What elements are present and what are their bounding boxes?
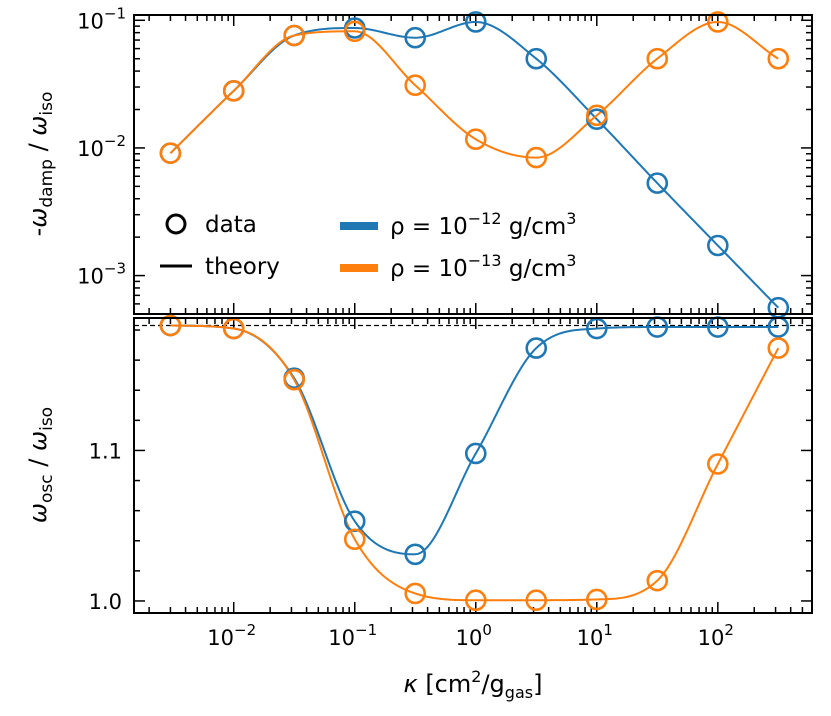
data-point xyxy=(283,24,305,47)
legend-orange-unit: g/cm xyxy=(502,256,567,282)
bottom-ylabel-symbol: ω xyxy=(24,503,52,523)
legend-data-marker xyxy=(165,213,187,235)
legend-orange-label: ρ = 10−13 g/cm3 xyxy=(390,251,576,282)
data-point xyxy=(585,317,608,340)
y-tick-label: 10−1 xyxy=(77,4,126,33)
xlabel-superscript: 2 xyxy=(471,667,481,686)
bottom-axis-ticks xyxy=(134,318,813,613)
data-point xyxy=(222,317,245,340)
top-ylabel-symbol: ω xyxy=(24,208,52,228)
x-tick-label: 10−2 xyxy=(207,621,256,650)
data-point xyxy=(707,11,729,33)
xlabel: κ [cm2/ggas] xyxy=(404,667,543,702)
data-point xyxy=(283,368,305,391)
data-point xyxy=(646,47,669,70)
xlabel-symbol: κ xyxy=(404,670,419,698)
data-point xyxy=(585,104,608,127)
data-point xyxy=(464,11,487,33)
xlabel-close: ] xyxy=(533,670,542,698)
data-point xyxy=(404,543,427,566)
top-series-group xyxy=(159,11,790,319)
data-point xyxy=(404,582,427,605)
top-panel: 10−310−210−1 -ωdamp / ωiso data theory ρ… xyxy=(24,4,813,319)
legend-orange-exponent: −13 xyxy=(468,251,502,270)
y-tick-label: 10−2 xyxy=(77,132,126,161)
data-point xyxy=(525,47,548,70)
y-tick-label: 1.1 xyxy=(89,439,122,463)
series-line-blue xyxy=(170,324,779,556)
x-tick-label: 101 xyxy=(577,621,613,650)
data-point xyxy=(343,20,366,43)
data-point xyxy=(767,337,790,359)
legend-data-label: data xyxy=(205,212,257,238)
x-tick-label: 102 xyxy=(698,621,734,650)
legend-blue-unit-exp: 3 xyxy=(566,209,576,228)
series-line-blue xyxy=(169,20,780,309)
top-ylabel-separator: / xyxy=(24,136,52,159)
bottom-series-group xyxy=(159,314,790,612)
data-point xyxy=(159,142,182,164)
data-point xyxy=(585,588,608,611)
legend-blue-label: ρ = 10−12 g/cm3 xyxy=(390,209,576,240)
x-tick-label: 10−1 xyxy=(328,621,377,650)
data-point xyxy=(525,589,548,612)
top-ytick-labels: 10−3 10−2 10−1 xyxy=(77,4,126,288)
data-point xyxy=(646,569,669,592)
data-point xyxy=(707,453,729,475)
bottom-axes-frame xyxy=(133,317,813,614)
legend-blue-exponent: −12 xyxy=(468,209,502,228)
top-axes-frame xyxy=(133,14,813,315)
legend-orange-base: ρ = 10 xyxy=(390,256,468,282)
x-tick-label: 100 xyxy=(456,621,492,650)
data-point xyxy=(646,172,669,194)
y-tick-label: 10−3 xyxy=(77,260,126,289)
top-ylabel: -ωdamp / ωiso xyxy=(24,92,57,237)
data-point xyxy=(767,47,790,70)
data-point xyxy=(464,128,487,151)
y-tick-label: 1.0 xyxy=(89,590,122,614)
data-point xyxy=(343,528,366,551)
series-line-orange xyxy=(170,324,780,602)
data-point xyxy=(464,442,487,465)
top-ylabel-subscript2: iso xyxy=(37,92,57,116)
data-point xyxy=(404,26,427,49)
xtick-labels: 10−2 10−1 100 101 102 xyxy=(207,621,734,650)
legend-theory-label: theory xyxy=(205,254,280,280)
xlabel-mid: /g xyxy=(481,670,504,698)
bottom-ylabel-symbol2: ω xyxy=(24,431,52,451)
data-point xyxy=(707,234,729,257)
data-point xyxy=(222,80,245,102)
bottom-ylabel-subscript: osc xyxy=(37,474,57,503)
bottom-panel: 1.01.1 10−2 10−1 100 101 102 ωosc / ωiso κ [… xyxy=(24,314,813,702)
xlabel-open: [cm xyxy=(418,670,472,698)
data-point xyxy=(525,337,548,359)
bottom-ytick-labels: 1.0 1.1 xyxy=(89,439,122,614)
data-point xyxy=(159,314,182,337)
legend: data theory ρ = 10−12 g/cm3 ρ = 10−13 g/… xyxy=(160,209,576,282)
legend-blue-unit: g/cm xyxy=(502,214,567,240)
top-ylabel-prefix: - xyxy=(24,228,52,237)
xlabel-subscript: gas xyxy=(505,683,533,702)
data-point xyxy=(464,589,487,612)
bottom-ylabel-subscript2: iso xyxy=(37,407,57,431)
legend-blue-base: ρ = 10 xyxy=(390,214,468,240)
data-point xyxy=(404,74,427,97)
series-line-orange xyxy=(169,20,779,159)
top-ylabel-subscript: damp xyxy=(37,159,57,208)
top-ylabel-symbol2: ω xyxy=(24,116,52,136)
legend-orange-unit-exp: 3 xyxy=(566,251,576,270)
data-point xyxy=(525,146,548,169)
bottom-ylabel: ωosc / ωiso xyxy=(24,407,57,523)
bottom-ylabel-separator: / xyxy=(24,451,52,474)
